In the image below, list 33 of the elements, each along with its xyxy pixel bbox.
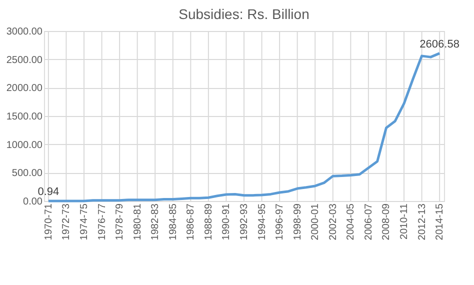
x-tick-label: 1976-77 <box>96 203 108 240</box>
x-tick-label: 1986-87 <box>186 203 197 240</box>
x-tick-label: 1970-71 <box>43 203 54 240</box>
y-tick-label: 3000.00 <box>6 26 43 38</box>
x-tick-label: 1974-75 <box>79 203 90 240</box>
y-tick-label: 2500.00 <box>6 54 43 66</box>
x-tick-label: 1972-73 <box>61 203 72 240</box>
x-tick-label: 1994-95 <box>256 203 268 240</box>
y-tick-label: 500.00 <box>12 168 43 180</box>
x-tick-label: 1990-91 <box>221 203 232 240</box>
x-tick-label: 1982-83 <box>150 203 162 240</box>
x-tick-label: 1978-79 <box>114 203 126 240</box>
x-tick-label: 1992-93 <box>239 203 250 240</box>
x-tick-label: 2014-15 <box>434 203 446 240</box>
x-tick-label: 1984-85 <box>168 203 179 240</box>
x-tick-label: 1996-97 <box>274 203 286 240</box>
x-tick-label: 2000-01 <box>310 203 322 240</box>
x-tick-label: 2010-11 <box>399 203 410 240</box>
y-tick-label: 0.00 <box>23 196 43 208</box>
x-tick-label: 1998-99 <box>292 203 304 240</box>
y-tick-label: 1500.00 <box>6 112 43 122</box>
x-tick-label: 2008-09 <box>381 203 392 240</box>
x-tick-label: 2012-13 <box>416 203 428 240</box>
data-label: 2606.58 <box>420 38 460 50</box>
x-tick-label: 2002-03 <box>328 203 339 240</box>
y-tick-label: 2000.00 <box>6 83 43 94</box>
x-tick-label: 2006-07 <box>363 203 374 240</box>
x-tick-label: 1988-89 <box>203 203 214 240</box>
data-label: 0.94 <box>38 186 60 198</box>
chart-title: Subsidies: Rs. Billion <box>178 6 310 22</box>
x-tick-label: 2004-05 <box>346 203 357 240</box>
y-tick-label: 1000.00 <box>6 140 43 151</box>
x-tick-label: 1980-81 <box>132 203 144 240</box>
